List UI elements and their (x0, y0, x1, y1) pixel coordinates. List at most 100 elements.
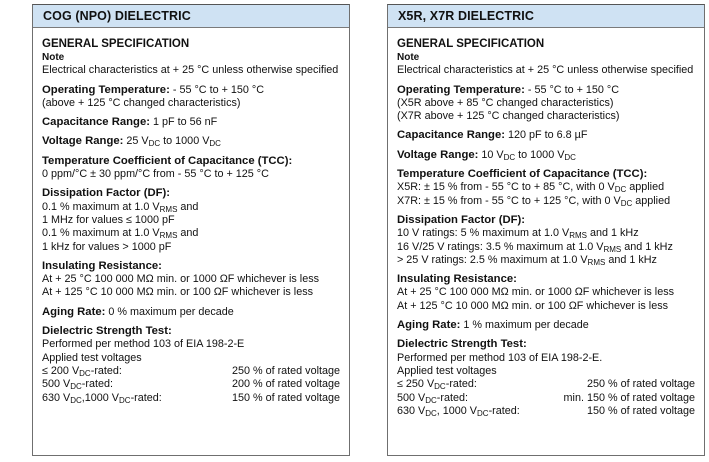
spec-section: Operating Temperature: - 55 °C to + 150 … (397, 84, 704, 124)
subscript: DC (209, 139, 221, 149)
test-voltage-row: 630 VDC,1000 VDC-rated: 150 % of rated vo… (42, 392, 349, 405)
panel-body: GENERAL SPECIFICATION Note Electrical ch… (388, 28, 704, 418)
panel-body: GENERAL SPECIFICATION Note Electrical ch… (33, 28, 349, 405)
spec-label: Dissipation Factor (DF): (42, 187, 171, 200)
spec-label: Voltage Range: (42, 135, 124, 148)
spec-label-line: Voltage Range: 25 VDC to 1000 VDC (42, 135, 349, 148)
note-text: Electrical characteristics at + 25 °C un… (397, 64, 694, 77)
spec-value: 1 % maximum per decade (460, 319, 589, 332)
subscript: DC (477, 408, 489, 418)
subscript: DC (119, 395, 131, 405)
spec-section: Aging Rate: 0 % maximum per decade (42, 306, 349, 319)
spec-label-line: Capacitance Range: 1 pF to 56 nF (42, 116, 349, 129)
spec-section: Insulating Resistance: At + 25 °C 100 000… (397, 273, 704, 313)
subscript: DC (564, 152, 576, 162)
spec-label: Operating Temperature: (397, 83, 525, 96)
spec-section: Dielectric Strength Test: Performed per m… (42, 325, 349, 405)
spec-label: Voltage Range: (397, 148, 479, 161)
spec-line: At + 25 °C 100 000 MΩ min. or 1000 ΩF wh… (42, 273, 320, 286)
spec-value: 1 pF to 56 nF (149, 116, 218, 129)
rating-label: ≤ 250 VDC-rated: (397, 378, 477, 392)
spec-line: Applied test voltages (42, 351, 142, 364)
note-text: Electrical characteristics at + 25 °C un… (42, 64, 339, 77)
test-voltage-row: ≤ 200 VDC-rated: 250 % of rated voltage (42, 365, 349, 378)
cog-npo-panel: COG (NPO) DIELECTRIC GENERAL SPECIFICATI… (32, 4, 350, 456)
spec-section: Operating Temperature: - 55 °C to + 150 … (42, 84, 349, 111)
subscript: DC (148, 139, 161, 149)
spec-label-line: Dielectric Strength Test: (42, 325, 349, 338)
spec-label-line: Operating Temperature: - 55 °C to + 150 … (397, 84, 704, 97)
spec-line: Applied test voltages (397, 364, 497, 377)
note-label: Note (42, 52, 65, 63)
spec-label-line: Insulating Resistance: (397, 273, 704, 286)
subscript: RMS (587, 257, 606, 267)
spec-value: 0 % maximum per decade (105, 305, 234, 318)
spec-line: > 25 V ratings: 2.5 % maximum at 1.0 VRM… (397, 253, 657, 267)
spec-label: Aging Rate: (397, 319, 461, 332)
spec-label-line: Operating Temperature: - 55 °C to + 150 … (42, 84, 349, 97)
spec-label-line: Dissipation Factor (DF): (42, 187, 349, 200)
subscript: DC (620, 198, 633, 208)
spec-label: Temperature Coefficient of Capacitance (… (42, 154, 293, 167)
spec-section: Voltage Range: 25 VDC to 1000 VDC (42, 135, 349, 148)
spec-line: Performed per method 103 of EIA 198-2-E. (397, 351, 603, 364)
subscript: DC (434, 382, 446, 392)
spec-section: Temperature Coefficient of Capacitance (… (42, 155, 349, 182)
spec-value: 25 VDC to 1000 VDC (123, 135, 221, 149)
x5r-x7r-panel: X5R, X7R DIELECTRIC GENERAL SPECIFICATIO… (387, 4, 705, 456)
spec-label: Dielectric Strength Test: (397, 338, 527, 351)
spec-section: Capacitance Range: 120 pF to 6.8 µF (397, 129, 704, 142)
spec-line: 16 V/25 V ratings: 3.5 % maximum at 1.0 … (397, 240, 673, 254)
test-voltage-value: 150 % of rated voltage (231, 391, 340, 404)
spec-section: Temperature Coefficient of Capacitance (… (397, 168, 704, 208)
spec-line: (X7R above + 125 °C changed characterist… (397, 110, 620, 123)
subscript: DC (79, 368, 91, 378)
test-voltage-value: 250 % of rated voltage (231, 364, 340, 377)
spec-value: 120 pF to 6.8 µF (504, 129, 588, 142)
spec-line: X5R: ± 15 % from - 55 °C to + 85 °C, wit… (397, 181, 665, 195)
subscript: RMS (159, 204, 178, 214)
test-voltage-row: ≤ 250 VDC-rated: 250 % of rated voltage (397, 378, 704, 391)
spec-label: Capacitance Range: (42, 116, 150, 129)
spec-section: Dielectric Strength Test: Performed per m… (397, 338, 704, 418)
spec-label-line: Aging Rate: 1 % maximum per decade (397, 319, 704, 332)
test-voltage-value: min. 150 % of rated voltage (563, 391, 695, 404)
spec-line: 0 ppm/°C ± 30 ppm/°C from - 55 °C to + 1… (42, 168, 269, 181)
subscript: RMS (603, 244, 622, 254)
spec-label-line: Aging Rate: 0 % maximum per decade (42, 306, 349, 319)
test-voltage-value: 200 % of rated voltage (231, 378, 340, 391)
spec-line: (above + 125 °C changed characteristics) (42, 96, 241, 109)
test-voltage-row: 630 VDC, 1000 VDC-rated: 150 % of rated v… (397, 405, 704, 418)
spec-line: At + 125 °C 10 000 MΩ min. or 100 ΩF whi… (42, 286, 314, 299)
panel-title: COG (NPO) DIELECTRIC (33, 5, 349, 28)
spec-label-line: Temperature Coefficient of Capacitance (… (42, 155, 349, 168)
subscript: DC (614, 185, 627, 195)
spec-label: Capacitance Range: (397, 129, 505, 142)
rating-label: 630 VDC, 1000 VDC-rated: (397, 404, 520, 418)
spec-line: 0.1 % maximum at 1.0 VRMS and (42, 227, 199, 241)
rating-label: ≤ 200 VDC-rated: (42, 364, 122, 378)
spec-section: Dissipation Factor (DF): 10 V ratings: 5 … (397, 214, 704, 267)
spec-line: At + 25 °C 100 000 MΩ min. or 1000 ΩF wh… (397, 286, 675, 299)
subscript: DC (70, 395, 82, 405)
spec-label: Insulating Resistance: (397, 273, 517, 286)
spec-section: Insulating Resistance: At + 25 °C 100 000… (42, 260, 349, 300)
spec-line: At + 125 °C 10 000 MΩ min. or 100 ΩF whi… (397, 299, 669, 312)
section-heading: GENERAL SPECIFICATION (42, 38, 190, 50)
spec-line: 0.1 % maximum at 1.0 VRMS and (42, 200, 199, 214)
rating-label: 500 VDC-rated: (397, 391, 468, 405)
spec-line: X7R: ± 15 % from - 55 °C to + 125 °C, wi… (397, 194, 671, 208)
spec-label: Aging Rate: (42, 305, 106, 318)
spec-label-line: Dissipation Factor (DF): (397, 214, 704, 227)
spec-sections: Operating Temperature: - 55 °C to + 150 … (397, 84, 704, 419)
spec-label: Temperature Coefficient of Capacitance (… (397, 168, 648, 181)
rating-label: 630 VDC,1000 VDC-rated: (42, 391, 162, 405)
spec-section: Aging Rate: 1 % maximum per decade (397, 319, 704, 332)
spec-line: 1 MHz for values ≤ 1000 pF (42, 213, 175, 226)
spec-section: Voltage Range: 10 VDC to 1000 VDC (397, 149, 704, 162)
section-heading: GENERAL SPECIFICATION (397, 38, 545, 50)
spec-section: Capacitance Range: 1 pF to 56 nF (42, 116, 349, 129)
test-voltage-row: 500 VDC-rated: 200 % of rated voltage (42, 378, 349, 391)
spec-label-line: Temperature Coefficient of Capacitance (… (397, 168, 704, 181)
spec-label-line: Voltage Range: 10 VDC to 1000 VDC (397, 149, 704, 162)
